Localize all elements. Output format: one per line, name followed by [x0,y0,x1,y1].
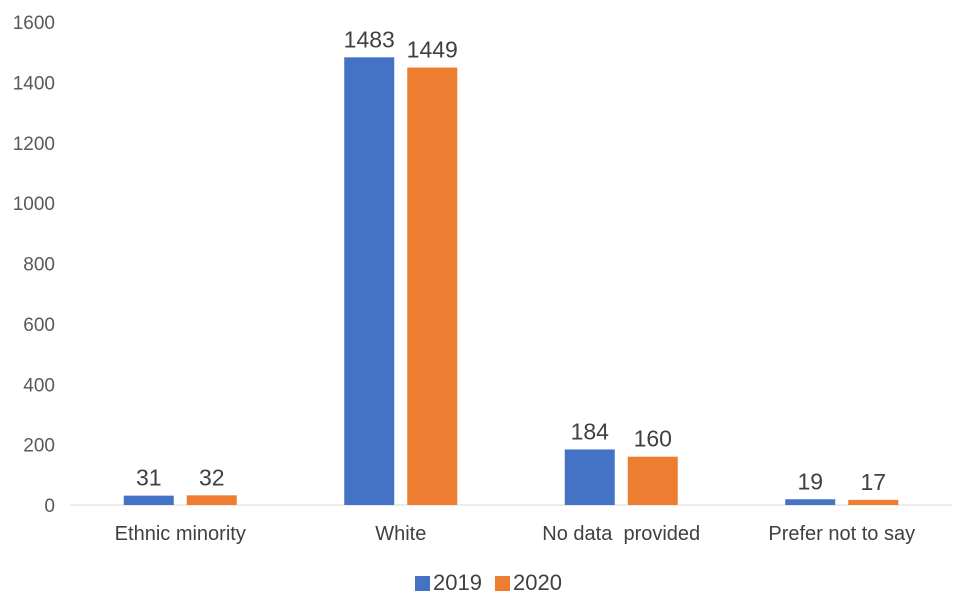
legend-label: 2019 [433,570,482,595]
y-tick-label: 400 [23,375,55,396]
data-label: 1449 [407,37,458,63]
data-label: 1483 [344,26,395,52]
y-tick-label: 1400 [13,73,55,94]
x-category-label: Prefer not to say [768,523,915,545]
bar-2019-2 [564,449,615,505]
data-label: 19 [797,468,823,494]
legend-swatch-2020 [495,576,510,591]
x-category-label: No data provided [542,523,700,545]
bar-2020-3 [848,499,899,505]
bar-2019-1 [344,57,395,506]
bar-2020-0 [186,495,237,505]
y-tick-label: 0 [44,496,55,517]
data-label: 32 [199,464,225,490]
bar-2020-1 [407,67,458,505]
y-tick-label: 800 [23,255,55,276]
bar-2019-0 [123,495,174,505]
data-label: 31 [136,465,162,491]
x-category-label: Ethnic minority [115,523,246,545]
y-tick-label: 200 [23,436,55,457]
data-label: 17 [860,469,886,495]
x-category-label: White [375,523,426,545]
bar-2019-3 [785,499,836,505]
y-tick-label: 1200 [13,134,55,155]
legend-swatch-2019 [415,576,430,591]
y-tick-label: 600 [23,315,55,336]
y-tick-label: 1000 [13,194,55,215]
data-label: 184 [571,418,610,444]
bar-2020-2 [627,456,678,505]
y-tick-label: 1600 [13,13,55,34]
legend-label: 2020 [513,570,562,595]
data-label: 160 [634,426,672,452]
